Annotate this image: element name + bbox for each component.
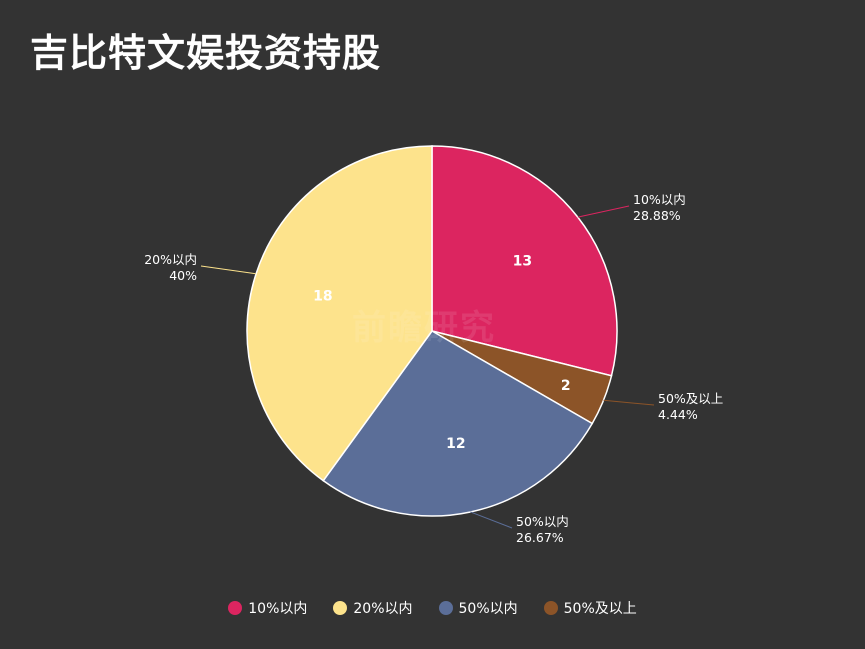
callout-line xyxy=(603,399,655,406)
slice-value-label: 12 xyxy=(446,436,465,452)
legend-label: 10%以内 xyxy=(248,601,308,617)
legend-swatch xyxy=(228,601,243,615)
slice-name-label: 10%以内 xyxy=(633,192,686,207)
callout-line xyxy=(577,205,630,218)
legend-swatch xyxy=(543,601,558,615)
legend-swatch xyxy=(438,601,453,615)
legend-label: 50%以内 xyxy=(458,601,518,617)
pie-slice xyxy=(246,145,433,482)
legend-item[interactable]: 50%及以上 xyxy=(543,598,637,618)
legend-swatch xyxy=(333,601,348,615)
watermark: 前瞻研究 xyxy=(352,308,496,348)
slice-value-label: 18 xyxy=(313,289,332,305)
slice-value-label: 13 xyxy=(513,253,532,269)
slice-percent-label: 40% xyxy=(169,268,197,283)
slice-name-label: 50%及以上 xyxy=(658,391,723,406)
slice-name-label: 50%以内 xyxy=(516,514,569,529)
legend-item[interactable]: 10%以内 xyxy=(228,598,307,618)
legend-item[interactable]: 50%以内 xyxy=(438,598,518,618)
chart-legend: 10%以内 20%以内 50%以内 50%及以上 xyxy=(0,598,865,618)
slice-percent-label: 4.44% xyxy=(658,407,698,422)
slice-percent-label: 28.88% xyxy=(633,208,681,223)
slice-percent-label: 26.67% xyxy=(516,530,564,545)
legend-label: 20%以内 xyxy=(353,601,413,617)
legend-item[interactable]: 20%以内 xyxy=(333,598,413,618)
slice-name-label: 20%以内 xyxy=(144,252,197,267)
slice-value-label: 2 xyxy=(561,378,571,394)
callout-line xyxy=(200,265,257,275)
callout-line xyxy=(470,511,513,529)
legend-label: 50%及以上 xyxy=(563,601,637,617)
chart-title: 吉比特文娱投资持股 xyxy=(30,31,382,75)
